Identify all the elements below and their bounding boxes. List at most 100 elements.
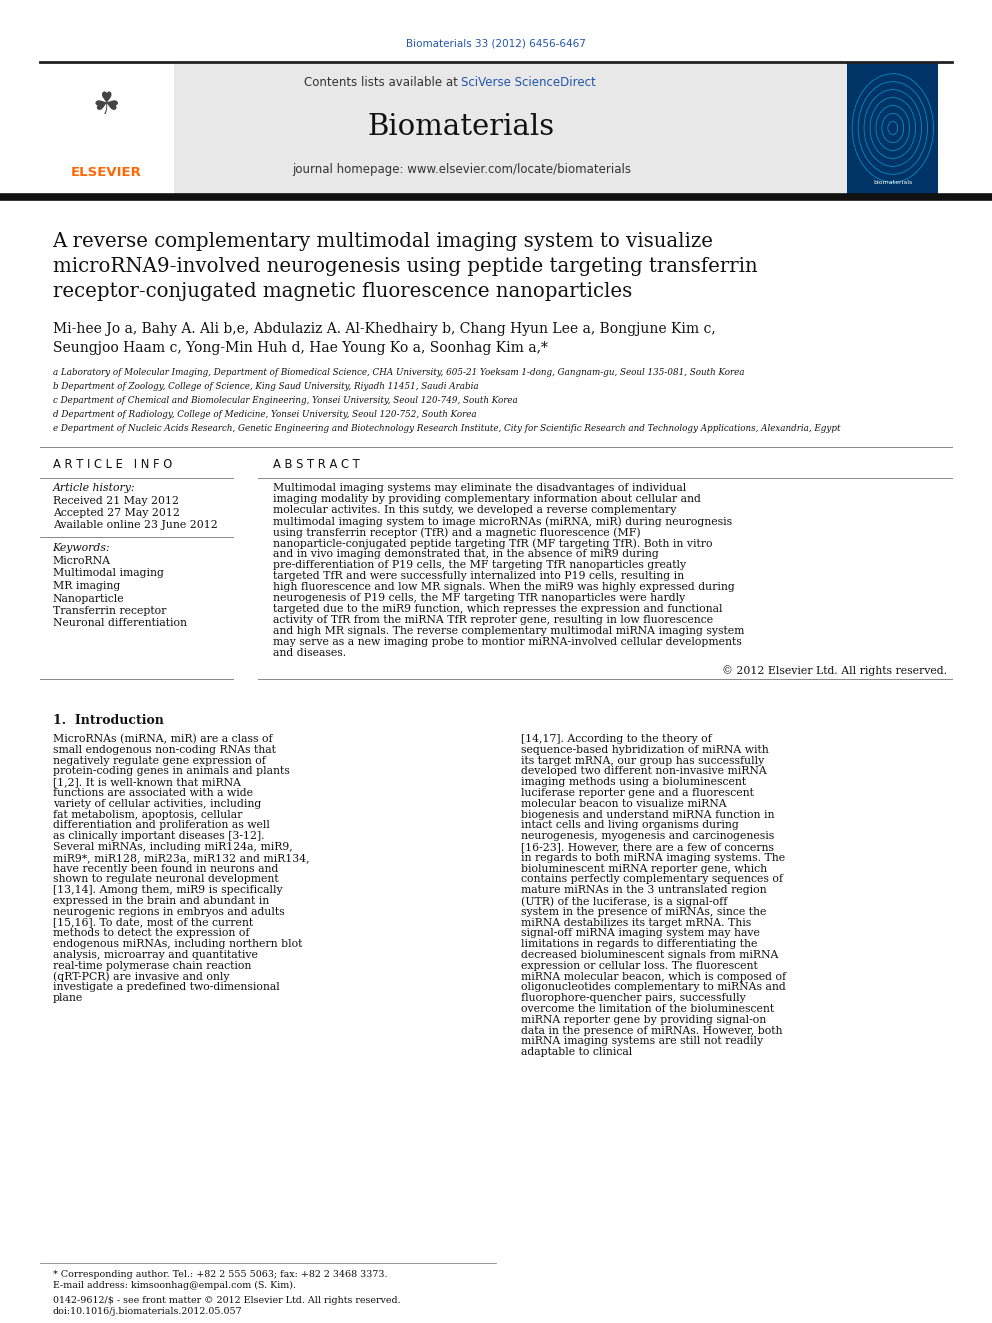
Text: real-time polymerase chain reaction: real-time polymerase chain reaction bbox=[53, 960, 251, 971]
Text: expressed in the brain and abundant in: expressed in the brain and abundant in bbox=[53, 896, 269, 906]
Text: miRNA reporter gene by providing signal-on: miRNA reporter gene by providing signal-… bbox=[521, 1015, 766, 1025]
Text: miR9*, miR128, miR23a, miR132 and miR134,: miR9*, miR128, miR23a, miR132 and miR134… bbox=[53, 853, 310, 863]
Text: imaging modality by providing complementary information about cellular and: imaging modality by providing complement… bbox=[273, 493, 700, 504]
Text: expression or cellular loss. The fluorescent: expression or cellular loss. The fluores… bbox=[521, 960, 758, 971]
Text: system in the presence of miRNAs, since the: system in the presence of miRNAs, since … bbox=[521, 906, 766, 917]
Text: limitations in regards to differentiating the: limitations in regards to differentiatin… bbox=[521, 939, 757, 949]
Text: e Department of Nucleic Acids Research, Genetic Engineering and Biotechnology Re: e Department of Nucleic Acids Research, … bbox=[53, 423, 840, 433]
Text: intact cells and living organisms during: intact cells and living organisms during bbox=[521, 820, 739, 831]
Text: ☘: ☘ bbox=[92, 90, 120, 119]
Text: Received 21 May 2012: Received 21 May 2012 bbox=[53, 496, 179, 505]
Text: mature miRNAs in the 3 untranslated region: mature miRNAs in the 3 untranslated regi… bbox=[521, 885, 767, 896]
Text: high fluorescence and low MR signals. When the miR9 was highly expressed during: high fluorescence and low MR signals. Wh… bbox=[273, 582, 734, 591]
Bar bbox=[40, 64, 174, 196]
Text: Biomaterials 33 (2012) 6456-6467: Biomaterials 33 (2012) 6456-6467 bbox=[406, 38, 586, 49]
Text: * Corresponding author. Tel.: +82 2 555 5063; fax: +82 2 3468 3373.: * Corresponding author. Tel.: +82 2 555 … bbox=[53, 1270, 387, 1279]
Text: bioluminescent miRNA reporter gene, which: bioluminescent miRNA reporter gene, whic… bbox=[521, 864, 767, 873]
Text: a Laboratory of Molecular Imaging, Department of Biomedical Science, CHA Univers: a Laboratory of Molecular Imaging, Depar… bbox=[53, 368, 744, 377]
Text: miRNA imaging systems are still not readily: miRNA imaging systems are still not read… bbox=[521, 1036, 763, 1046]
Text: d Department of Radiology, College of Medicine, Yonsei University, Seoul 120-752: d Department of Radiology, College of Me… bbox=[53, 410, 476, 419]
Text: targeted TfR and were successfully internalized into P19 cells, resulting in: targeted TfR and were successfully inter… bbox=[273, 572, 683, 581]
Text: neurogenic regions in embryos and adults: neurogenic regions in embryos and adults bbox=[53, 906, 284, 917]
Text: Accepted 27 May 2012: Accepted 27 May 2012 bbox=[53, 508, 180, 519]
Text: functions are associated with a wide: functions are associated with a wide bbox=[53, 789, 253, 798]
Text: biogenesis and understand miRNA function in: biogenesis and understand miRNA function… bbox=[521, 810, 775, 820]
Text: Available online 23 June 2012: Available online 23 June 2012 bbox=[53, 520, 217, 531]
Text: overcome the limitation of the bioluminescent: overcome the limitation of the biolumine… bbox=[521, 1004, 774, 1013]
Text: neurogenesis, myogenesis and carcinogenesis: neurogenesis, myogenesis and carcinogene… bbox=[521, 831, 774, 841]
Text: nanoparticle-conjugated peptide targeting TfR (MF targeting TfR). Both in vitro: nanoparticle-conjugated peptide targetin… bbox=[273, 538, 712, 549]
Text: A R T I C L E   I N F O: A R T I C L E I N F O bbox=[53, 458, 172, 471]
Text: (qRT-PCR) are invasive and only: (qRT-PCR) are invasive and only bbox=[53, 971, 229, 982]
Text: Multimodal imaging systems may eliminate the disadvantages of individual: Multimodal imaging systems may eliminate… bbox=[273, 483, 686, 493]
Text: b Department of Zoology, College of Science, King Saud University, Riyadh 11451,: b Department of Zoology, College of Scie… bbox=[53, 382, 478, 392]
Text: MR imaging: MR imaging bbox=[53, 581, 120, 591]
Text: and in vivo imaging demonstrated that, in the absence of miR9 during: and in vivo imaging demonstrated that, i… bbox=[273, 549, 659, 560]
Text: data in the presence of miRNAs. However, both: data in the presence of miRNAs. However,… bbox=[521, 1025, 783, 1036]
Text: imaging methods using a bioluminescent: imaging methods using a bioluminescent bbox=[521, 777, 746, 787]
Text: oligonucleotides complementary to miRNAs and: oligonucleotides complementary to miRNAs… bbox=[521, 983, 786, 992]
Text: E-mail address: kimsoonhag@empal.com (S. Kim).: E-mail address: kimsoonhag@empal.com (S.… bbox=[53, 1281, 296, 1290]
Text: receptor-conjugated magnetic fluorescence nanoparticles: receptor-conjugated magnetic fluorescenc… bbox=[53, 282, 632, 302]
Text: ELSEVIER: ELSEVIER bbox=[70, 165, 142, 179]
Text: Keywords:: Keywords: bbox=[53, 542, 110, 553]
Text: miRNA molecular beacon, which is composed of: miRNA molecular beacon, which is compose… bbox=[521, 971, 786, 982]
Text: shown to regulate neuronal development: shown to regulate neuronal development bbox=[53, 875, 278, 884]
Text: Transferrin receptor: Transferrin receptor bbox=[53, 606, 166, 617]
Text: investigate a predefined two-dimensional: investigate a predefined two-dimensional bbox=[53, 983, 280, 992]
Text: doi:10.1016/j.biomaterials.2012.05.057: doi:10.1016/j.biomaterials.2012.05.057 bbox=[53, 1307, 242, 1316]
Text: c Department of Chemical and Biomolecular Engineering, Yonsei University, Seoul : c Department of Chemical and Biomolecula… bbox=[53, 396, 517, 405]
Text: Neuronal differentiation: Neuronal differentiation bbox=[53, 618, 186, 628]
Text: sequence-based hybridization of miRNA with: sequence-based hybridization of miRNA wi… bbox=[521, 745, 769, 755]
Text: differentiation and proliferation as well: differentiation and proliferation as wel… bbox=[53, 820, 270, 831]
Text: variety of cellular activities, including: variety of cellular activities, includin… bbox=[53, 799, 261, 808]
Text: SciVerse ScienceDirect: SciVerse ScienceDirect bbox=[461, 75, 596, 89]
Bar bbox=[40, 64, 885, 196]
Text: activity of TfR from the miRNA TfR reproter gene, resulting in low fluorescence: activity of TfR from the miRNA TfR repro… bbox=[273, 615, 713, 624]
Text: developed two different non-invasive miRNA: developed two different non-invasive miR… bbox=[521, 766, 767, 777]
Text: as clinically important diseases [3-12].: as clinically important diseases [3-12]. bbox=[53, 831, 264, 841]
Text: adaptable to clinical: adaptable to clinical bbox=[521, 1048, 632, 1057]
Text: MicroRNA: MicroRNA bbox=[53, 556, 110, 566]
Text: [14,17]. According to the theory of: [14,17]. According to the theory of bbox=[521, 734, 711, 744]
Text: fat metabolism, apoptosis, cellular: fat metabolism, apoptosis, cellular bbox=[53, 810, 242, 820]
Text: using transferrin receptor (TfR) and a magnetic fluorescence (MF): using transferrin receptor (TfR) and a m… bbox=[273, 527, 641, 537]
Text: pre-differentiation of P19 cells, the MF targeting TfR nanoparticles greatly: pre-differentiation of P19 cells, the MF… bbox=[273, 560, 685, 570]
Text: [13,14]. Among them, miR9 is specifically: [13,14]. Among them, miR9 is specificall… bbox=[53, 885, 282, 896]
Text: biomaterials: biomaterials bbox=[873, 180, 913, 185]
Text: protein-coding genes in animals and plants: protein-coding genes in animals and plan… bbox=[53, 766, 290, 777]
Text: Biomaterials: Biomaterials bbox=[368, 112, 555, 142]
Text: and diseases.: and diseases. bbox=[273, 648, 346, 658]
Text: targeted due to the miR9 function, which represses the expression and functional: targeted due to the miR9 function, which… bbox=[273, 605, 722, 614]
Text: miRNA destabilizes its target mRNA. This: miRNA destabilizes its target mRNA. This bbox=[521, 918, 751, 927]
Text: A reverse complementary multimodal imaging system to visualize: A reverse complementary multimodal imagi… bbox=[53, 232, 713, 251]
Text: © 2012 Elsevier Ltd. All rights reserved.: © 2012 Elsevier Ltd. All rights reserved… bbox=[722, 665, 947, 676]
Text: negatively regulate gene expression of: negatively regulate gene expression of bbox=[53, 755, 266, 766]
Text: [16-23]. However, there are a few of concerns: [16-23]. However, there are a few of con… bbox=[521, 841, 774, 852]
Text: Multimodal imaging: Multimodal imaging bbox=[53, 569, 164, 578]
Text: microRNA9-involved neurogenesis using peptide targeting transferrin: microRNA9-involved neurogenesis using pe… bbox=[53, 257, 757, 277]
Text: its target mRNA, our group has successfully: its target mRNA, our group has successfu… bbox=[521, 755, 764, 766]
Text: in regards to both miRNA imaging systems. The: in regards to both miRNA imaging systems… bbox=[521, 853, 785, 863]
Text: [1,2]. It is well-known that miRNA: [1,2]. It is well-known that miRNA bbox=[53, 777, 241, 787]
Text: Article history:: Article history: bbox=[53, 483, 135, 493]
Text: decreased bioluminescent signals from miRNA: decreased bioluminescent signals from mi… bbox=[521, 950, 778, 960]
Text: molecular beacon to visualize miRNA: molecular beacon to visualize miRNA bbox=[521, 799, 726, 808]
Text: Contents lists available at: Contents lists available at bbox=[304, 75, 461, 89]
Text: Several miRNAs, including miR124a, miR9,: Several miRNAs, including miR124a, miR9, bbox=[53, 841, 293, 852]
Text: methods to detect the expression of: methods to detect the expression of bbox=[53, 929, 249, 938]
Text: neurogenesis of P19 cells, the MF targeting TfR nanoparticles were hardly: neurogenesis of P19 cells, the MF target… bbox=[273, 593, 685, 603]
Text: fluorophore-quencher pairs, successfully: fluorophore-quencher pairs, successfully bbox=[521, 994, 746, 1003]
Text: may serve as a new imaging probe to montior miRNA-involved cellular developments: may serve as a new imaging probe to mont… bbox=[273, 636, 742, 647]
Text: have recently been found in neurons and: have recently been found in neurons and bbox=[53, 864, 278, 873]
Text: [15,16]. To date, most of the current: [15,16]. To date, most of the current bbox=[53, 918, 253, 927]
Text: Nanoparticle: Nanoparticle bbox=[53, 594, 124, 603]
Text: A B S T R A C T: A B S T R A C T bbox=[273, 458, 359, 471]
Text: and high MR signals. The reverse complementary multimodal miRNA imaging system: and high MR signals. The reverse complem… bbox=[273, 626, 744, 636]
Text: (UTR) of the luciferase, is a signal-off: (UTR) of the luciferase, is a signal-off bbox=[521, 896, 727, 906]
Text: multimodal imaging system to image microRNAs (miRNA, miR) during neurognesis: multimodal imaging system to image micro… bbox=[273, 516, 732, 527]
Bar bbox=[847, 64, 938, 196]
Text: endogenous miRNAs, including northern blot: endogenous miRNAs, including northern bl… bbox=[53, 939, 302, 949]
Text: Seungjoo Haam c, Yong-Min Huh d, Hae Young Ko a, Soonhag Kim a,*: Seungjoo Haam c, Yong-Min Huh d, Hae You… bbox=[53, 341, 548, 355]
Text: molecular activites. In this sutdy, we developed a reverse complementary: molecular activites. In this sutdy, we d… bbox=[273, 505, 677, 515]
